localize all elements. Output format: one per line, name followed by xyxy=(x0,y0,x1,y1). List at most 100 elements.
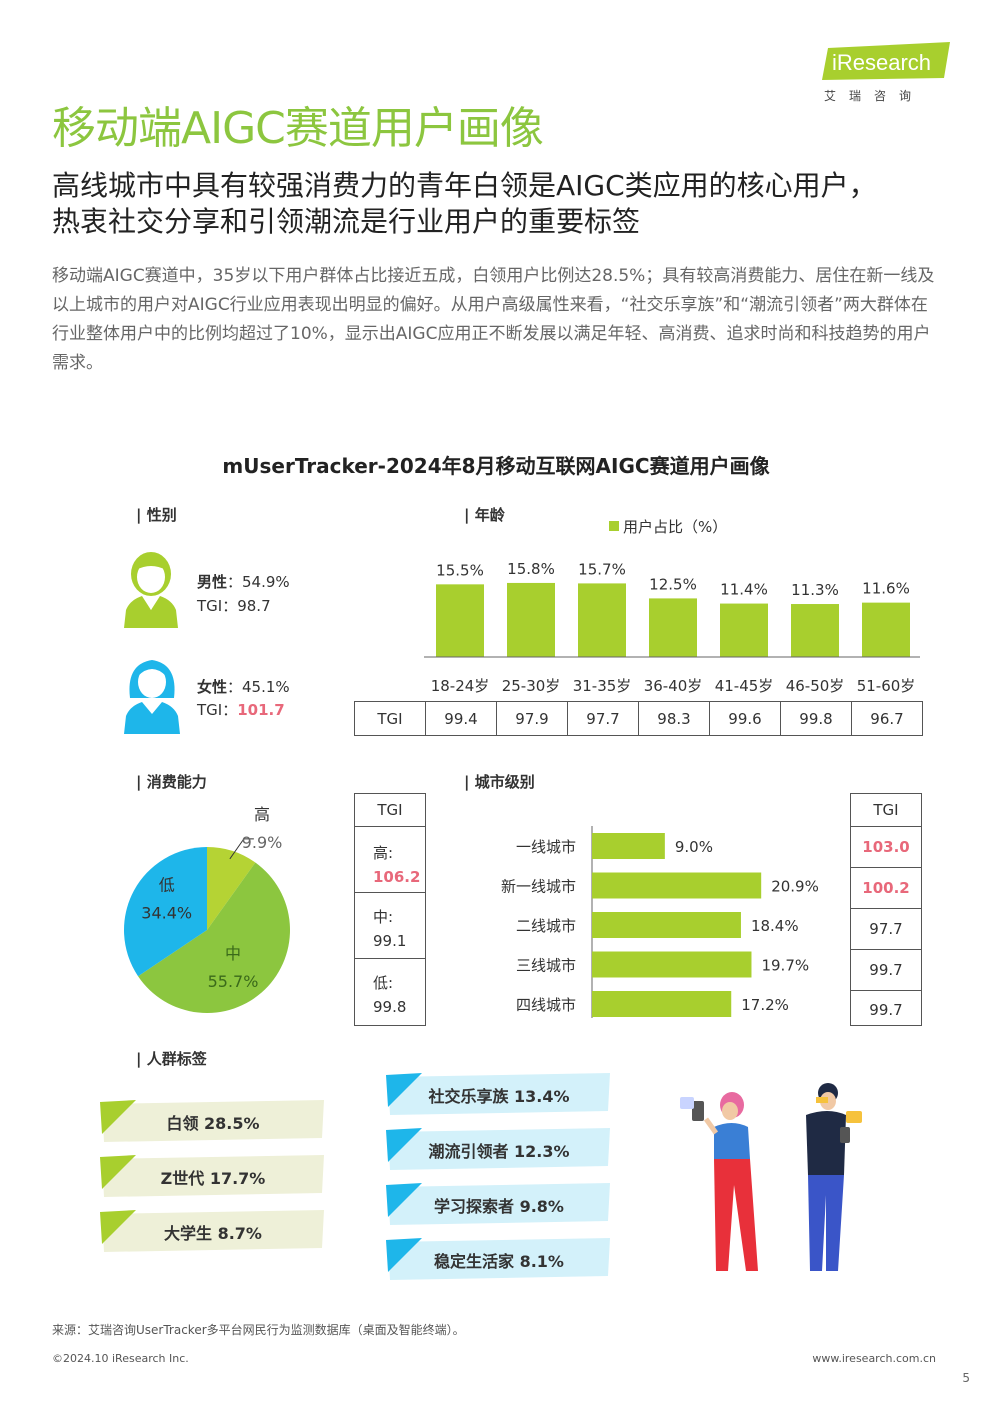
age-category-label: 46-50岁 xyxy=(786,677,845,695)
intro-paragraph: 移动端AIGC赛道中，35岁以下用户群体占比接近五成，白领用户比例达28.5%；… xyxy=(52,266,935,373)
city-data-label: 18.4% xyxy=(751,917,799,935)
female-value: ：45.1% xyxy=(227,678,290,696)
city-tgi-cell: 99.7 xyxy=(869,1001,903,1019)
age-tgi-cell: 96.7 xyxy=(851,701,923,736)
pie-label-high: 高 xyxy=(254,805,270,824)
age-category-label: 18-24岁 xyxy=(431,677,490,695)
city-category-label: 四线城市 xyxy=(516,996,576,1014)
city-data-label: 20.9% xyxy=(771,878,819,896)
age-category-label: 41-45岁 xyxy=(715,677,774,695)
age-data-label: 11.6% xyxy=(862,580,910,598)
consumption-tgi-low: 低: 99.8 xyxy=(355,959,425,1025)
age-data-label: 15.8% xyxy=(507,560,555,578)
female-label: 女性 xyxy=(197,678,228,696)
female-tgi-label: TGI： xyxy=(197,701,238,719)
pie-leader-line xyxy=(229,838,254,860)
male-value: ：54.9% xyxy=(227,573,290,591)
logo-text: iResearch xyxy=(832,50,931,75)
male-share: 男性：54.9% xyxy=(197,571,290,592)
pie-value-mid: 55.7% xyxy=(208,972,259,991)
website-link[interactable]: www.iresearch.com.cn xyxy=(812,1352,936,1365)
age-category-label: 31-35岁 xyxy=(573,677,632,695)
city-tgi-header: TGI xyxy=(851,794,921,827)
age-bar xyxy=(791,604,839,657)
city-bar xyxy=(592,912,741,938)
city-category-label: 一线城市 xyxy=(516,838,576,856)
consumption-tgi-table: TGI 高: 106.2 中: 99.1 低: 99.8 xyxy=(354,793,426,1026)
age-tgi-cell: 99.8 xyxy=(780,701,852,736)
age-bar xyxy=(862,602,910,657)
consumption-tgi-high: 高: 106.2 xyxy=(355,827,425,893)
female-share: 女性：45.1% xyxy=(197,676,290,697)
tag-label: 白领 28.5% xyxy=(166,1114,260,1133)
age-tgi-cell: 99.6 xyxy=(709,701,781,736)
age-data-label: 15.7% xyxy=(578,560,626,578)
tag-social-sharer: 社交乐享族 13.4% xyxy=(386,1073,612,1115)
tag-label: 学习探索者 9.8% xyxy=(434,1197,564,1216)
subtitle-line-1: 高线城市中具有较强消费力的青年白领是AIGC类应用的核心用户， xyxy=(52,169,877,202)
consumption-pie-chart: 高 9.9% 中 55.7% 低 34.4% xyxy=(124,805,290,1013)
age-bar xyxy=(436,584,484,657)
city-bar xyxy=(592,833,665,859)
male-icon xyxy=(124,552,178,628)
male-label: 男性 xyxy=(197,573,228,591)
page-subtitle: 高线城市中具有较强消费力的青年白领是AIGC类应用的核心用户， 热衷社交分享和引… xyxy=(52,168,952,240)
tag-label: 社交乐享族 13.4% xyxy=(428,1087,570,1106)
woman-figure xyxy=(680,1092,758,1271)
female-tgi-value: 101.7 xyxy=(237,701,285,719)
age-bar xyxy=(578,583,626,657)
section-tags: | 人群标签 xyxy=(136,1050,207,1068)
tag-label: 大学生 8.7% xyxy=(164,1224,262,1243)
male-tgi-value: 98.7 xyxy=(237,597,271,615)
age-bar xyxy=(507,582,555,657)
tag-trend-leader: 潮流引领者 12.3% xyxy=(386,1128,612,1170)
age-tgi-table: TGI 99.4 97.9 97.7 98.3 99.6 99.8 96.7 xyxy=(354,701,923,736)
tag-bg-green xyxy=(100,1100,324,1142)
tag-college-student: 大学生 8.7% xyxy=(100,1210,326,1252)
tag-bg-green xyxy=(100,1210,324,1252)
age-category-label: 25-30岁 xyxy=(502,677,561,695)
section-consumption: | 消费能力 xyxy=(136,773,207,791)
section-city: | 城市级别 xyxy=(464,773,535,791)
male-tgi: TGI：98.7 xyxy=(197,595,271,616)
man-figure xyxy=(806,1083,862,1271)
city-data-label: 9.0% xyxy=(675,838,713,856)
age-tgi-cell: 97.7 xyxy=(567,701,639,736)
city-bar xyxy=(592,872,762,899)
tag-bg-blue xyxy=(386,1073,610,1115)
tag-label: 稳定生活家 8.1% xyxy=(434,1252,564,1271)
female-tgi: TGI：101.7 xyxy=(197,699,285,720)
pie-slice xyxy=(207,847,256,930)
legend-label: 用户占比（%） xyxy=(623,518,727,536)
age-category-label: 51-60岁 xyxy=(857,677,916,695)
copyright: ©2024.10 iResearch Inc. xyxy=(52,1352,189,1365)
age-data-label: 15.5% xyxy=(436,561,484,579)
city-bar xyxy=(592,951,752,978)
legend-swatch xyxy=(609,521,619,531)
city-category-label: 二线城市 xyxy=(516,917,576,935)
tgi-low-value: 99.8 xyxy=(373,998,407,1016)
tag-label: 潮流引领者 12.3% xyxy=(428,1142,570,1161)
age-category-label: 36-40岁 xyxy=(644,677,703,695)
age-tgi-row: TGI 99.4 97.9 97.7 98.3 99.6 99.8 96.7 xyxy=(354,701,923,736)
pie-label-low: 低 xyxy=(159,876,175,895)
age-tgi-cell: 99.4 xyxy=(425,701,497,736)
city-category-label: 新一线城市 xyxy=(501,878,576,896)
city-bar xyxy=(592,991,732,1017)
pie-value-low: 34.4% xyxy=(141,904,192,923)
city-tgi-cell: 99.7 xyxy=(851,950,921,991)
tgi-low-label: 低: xyxy=(373,974,394,992)
iresearch-logo: iResearch xyxy=(822,42,952,82)
tag-stable-liver: 稳定生活家 8.1% xyxy=(386,1238,612,1280)
city-tgi-table: TGI 103.0 100.2 97.7 99.7 99.7 xyxy=(850,793,922,1026)
tag-label: Z世代 17.7% xyxy=(160,1169,266,1188)
male-tgi-label: TGI： xyxy=(197,597,238,615)
logo-subtitle: 艾瑞咨询 xyxy=(824,89,925,103)
tgi-mid-value: 99.1 xyxy=(373,932,407,950)
age-bar xyxy=(649,598,697,657)
tag-bg-blue xyxy=(386,1183,610,1225)
city-data-label: 19.7% xyxy=(761,957,809,975)
tag-white-collar: 白领 28.5% xyxy=(100,1100,326,1142)
age-data-label: 11.3% xyxy=(791,581,839,599)
pie-value-high: 9.9% xyxy=(242,833,283,852)
